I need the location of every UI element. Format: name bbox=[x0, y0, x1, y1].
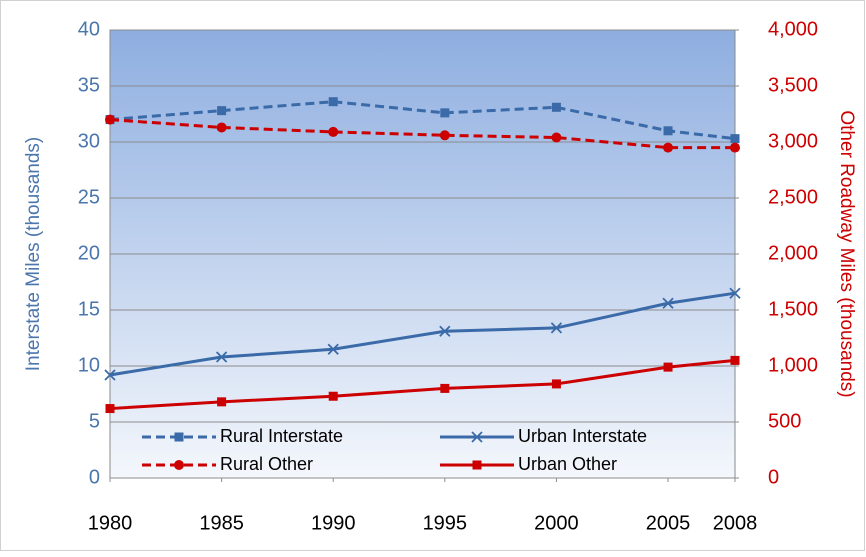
x-tick-label: 1990 bbox=[311, 512, 356, 534]
data-point bbox=[440, 108, 450, 118]
y2-tick-label: 3,000 bbox=[768, 130, 818, 152]
y2-axis-title: Other Roadway Miles (thousands) bbox=[836, 110, 857, 397]
x-tick-label: 2005 bbox=[646, 512, 691, 534]
data-point bbox=[551, 379, 561, 389]
y-tick-label: 10 bbox=[78, 354, 100, 376]
data-point bbox=[663, 126, 673, 136]
legend-marker bbox=[472, 460, 482, 470]
y2-tick-label: 1,500 bbox=[768, 298, 818, 320]
y2-tick-label: 2,000 bbox=[768, 242, 818, 264]
legend-label: Urban Interstate bbox=[518, 426, 647, 446]
data-point bbox=[105, 404, 115, 414]
data-point bbox=[440, 383, 450, 393]
y-tick-label: 5 bbox=[89, 410, 100, 432]
data-point bbox=[729, 287, 741, 299]
data-point bbox=[215, 351, 228, 363]
data-point bbox=[730, 134, 740, 144]
y2-tick-label: 1,000 bbox=[768, 354, 818, 376]
y2-tick-label: 2,500 bbox=[768, 186, 818, 208]
data-point bbox=[730, 142, 740, 153]
x-tick-label: 1995 bbox=[423, 512, 468, 534]
data-point bbox=[327, 343, 339, 355]
x-tick-label: 2008 bbox=[713, 512, 758, 534]
data-point bbox=[216, 122, 227, 133]
data-point bbox=[105, 114, 115, 125]
y2-tick-label: 4,000 bbox=[768, 18, 818, 40]
legend-label: Rural Other bbox=[220, 454, 313, 474]
legend-marker bbox=[174, 432, 184, 442]
data-point bbox=[550, 322, 563, 334]
y-tick-label: 0 bbox=[89, 466, 100, 488]
data-point bbox=[328, 126, 339, 137]
data-point bbox=[730, 355, 740, 365]
data-point bbox=[217, 106, 227, 116]
data-point bbox=[551, 132, 562, 143]
y2-tick-label: 3,500 bbox=[768, 74, 818, 96]
data-point bbox=[663, 142, 674, 153]
data-point bbox=[217, 397, 227, 407]
y-tick-label: 20 bbox=[78, 242, 100, 264]
data-point bbox=[104, 369, 116, 381]
data-point bbox=[663, 362, 673, 372]
y-tick-label: 30 bbox=[78, 130, 100, 152]
legend-label: Urban Other bbox=[518, 454, 617, 474]
x-tick-label: 1980 bbox=[88, 512, 133, 534]
legend-label: Rural Interstate bbox=[220, 426, 343, 446]
data-point bbox=[439, 325, 451, 337]
y2-tick-label: 500 bbox=[768, 410, 801, 432]
x-tick-label: 2000 bbox=[534, 512, 579, 534]
y-axis-title: Interstate Miles (thousands) bbox=[23, 137, 44, 371]
x-tick-label: 1985 bbox=[199, 512, 244, 534]
y-tick-label: 25 bbox=[78, 186, 100, 208]
data-point bbox=[328, 97, 338, 107]
legend-marker bbox=[174, 460, 184, 470]
data-point bbox=[662, 297, 674, 309]
y2-tick-label: 0 bbox=[768, 466, 779, 488]
y-tick-label: 35 bbox=[78, 74, 100, 96]
data-point bbox=[439, 130, 450, 141]
data-point bbox=[551, 102, 561, 112]
y-tick-label: 15 bbox=[78, 298, 100, 320]
data-point bbox=[328, 391, 338, 401]
legend-marker bbox=[471, 431, 483, 443]
y-tick-label: 40 bbox=[78, 18, 100, 40]
